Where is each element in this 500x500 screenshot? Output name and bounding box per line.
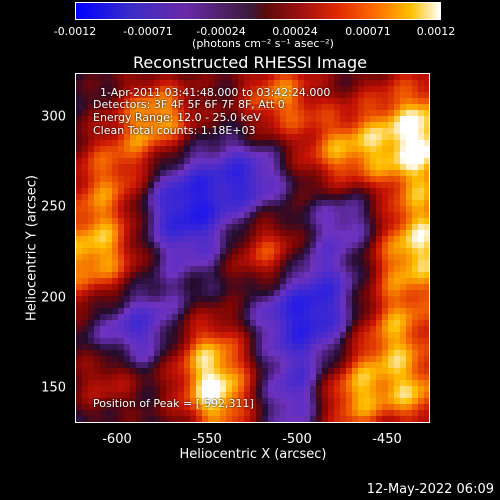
time-range-annotation: 1-Apr-2011 03:41:48.000 to 03:42:24.000 bbox=[100, 86, 331, 99]
detectors-annotation: Detectors: 3F 4F 5F 6F 7F 8F, Att 0 bbox=[93, 98, 285, 111]
y-tick-label: 200 bbox=[41, 290, 66, 306]
y-tick-label: 150 bbox=[41, 380, 66, 396]
method-annotation: Clean Total counts: 1.18E+03 bbox=[93, 124, 256, 137]
colorbar-tick: 0.0012 bbox=[416, 25, 456, 38]
colorbar-tick: 0.00024 bbox=[272, 25, 318, 38]
y-tick-label: 300 bbox=[41, 109, 66, 125]
y-tick-label: 250 bbox=[41, 199, 66, 215]
colorbar-tick: -0.00024 bbox=[196, 25, 246, 38]
timestamp: 12-May-2022 06:09 bbox=[366, 482, 494, 497]
rhessi-image bbox=[75, 73, 430, 423]
colorbar-tick: -0.00071 bbox=[123, 25, 173, 38]
colorbar bbox=[75, 2, 441, 20]
x-tick-label: -500 bbox=[282, 432, 312, 447]
energy-annotation: Energy Range: 12.0 - 25.0 keV bbox=[93, 111, 261, 124]
x-axis-label: Heliocentric X (arcsec) bbox=[179, 447, 327, 462]
colorbar-unit: (photons cm⁻² s⁻¹ asec⁻²) bbox=[192, 37, 334, 50]
image-canvas bbox=[76, 74, 429, 422]
plot-title: Reconstructed RHESSI Image bbox=[133, 53, 367, 72]
colorbar-tick: 0.00071 bbox=[345, 25, 391, 38]
y-axis-label: Heliocentric Y (arcsec) bbox=[24, 175, 40, 321]
peak-position-annotation: Position of Peak = [-592,311] bbox=[93, 397, 254, 410]
colorbar-tick: -0.0012 bbox=[53, 25, 97, 38]
x-tick-label: -600 bbox=[102, 432, 132, 447]
x-tick-label: -550 bbox=[192, 432, 222, 447]
x-tick-label: -450 bbox=[372, 432, 402, 447]
